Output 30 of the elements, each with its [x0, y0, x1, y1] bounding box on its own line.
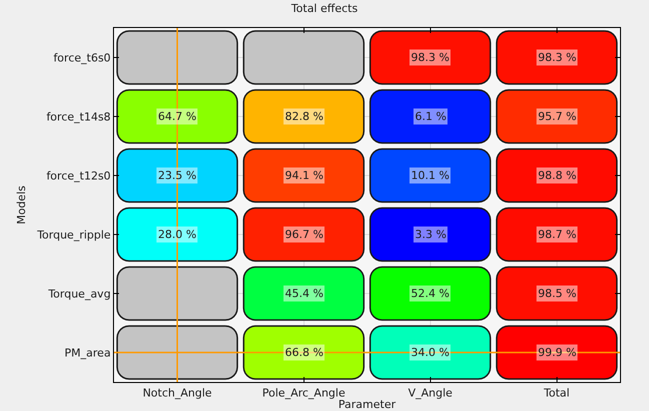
- data-label: 98.5 %: [538, 287, 576, 300]
- data-label: 66.8 %: [285, 346, 324, 359]
- data-label: 98.8 %: [538, 169, 576, 182]
- data-label: 82.8 %: [285, 110, 324, 123]
- data-label: 52.4 %: [411, 287, 450, 300]
- chart-title: Total effects: [290, 2, 358, 15]
- y-tick-label: force_t12s0: [46, 169, 111, 182]
- data-label: 3.3 %: [415, 228, 446, 241]
- y-tick-label: Torque_ripple: [36, 228, 111, 242]
- data-label: 98.3 %: [538, 51, 576, 64]
- data-label: 94.1 %: [285, 169, 324, 182]
- data-label: 10.1 %: [411, 169, 450, 182]
- y-tick-label: PM_area: [64, 346, 111, 360]
- data-label: 99.9 %: [538, 346, 576, 359]
- y-tick-label: force_t14s8: [46, 110, 111, 124]
- data-label: 95.7 %: [538, 110, 576, 123]
- data-label: 45.4 %: [285, 287, 324, 300]
- x-tick-label: V_Angle: [408, 386, 453, 400]
- x-tick-label: Pole_Arc_Angle: [262, 386, 346, 400]
- x-tick-label: Notch_Angle: [142, 386, 212, 400]
- data-label: 98.3 %: [411, 51, 450, 64]
- x-tick-label: Total: [542, 386, 570, 400]
- x-axis-title: Parameter: [338, 398, 396, 411]
- data-label: 6.1 %: [415, 110, 446, 123]
- data-label: 96.7 %: [285, 228, 324, 241]
- data-label: 64.7 %: [158, 110, 196, 123]
- y-axis-title: Models: [14, 185, 28, 224]
- y-tick-label: Torque_avg: [47, 287, 111, 300]
- data-label: 98.7 %: [538, 228, 576, 241]
- y-tick-label: force_t6s0: [53, 51, 111, 64]
